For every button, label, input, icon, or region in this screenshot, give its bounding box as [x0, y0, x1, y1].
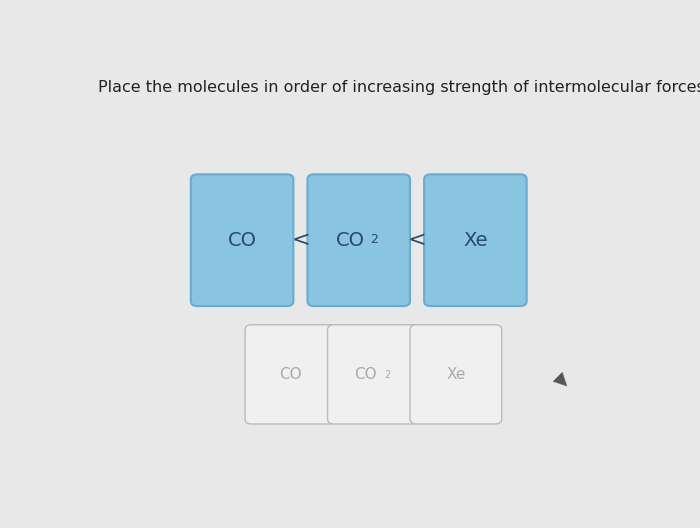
FancyBboxPatch shape [245, 325, 337, 424]
FancyBboxPatch shape [424, 174, 526, 306]
Text: CO: CO [279, 367, 302, 382]
FancyBboxPatch shape [307, 174, 410, 306]
FancyBboxPatch shape [191, 174, 293, 306]
Text: CO: CO [336, 231, 365, 250]
Text: ▶: ▶ [551, 369, 573, 392]
Text: Xe: Xe [463, 231, 488, 250]
Text: <: < [291, 230, 310, 250]
Text: CO: CO [354, 367, 377, 382]
FancyBboxPatch shape [328, 325, 419, 424]
Text: Place the molecules in order of increasing strength of intermolecular forces.: Place the molecules in order of increasi… [98, 80, 700, 95]
Text: CO: CO [228, 231, 257, 250]
Text: Xe: Xe [446, 367, 466, 382]
Text: <: < [407, 230, 426, 250]
FancyBboxPatch shape [410, 325, 502, 424]
Text: 2: 2 [370, 233, 378, 246]
Text: 2: 2 [384, 370, 391, 380]
